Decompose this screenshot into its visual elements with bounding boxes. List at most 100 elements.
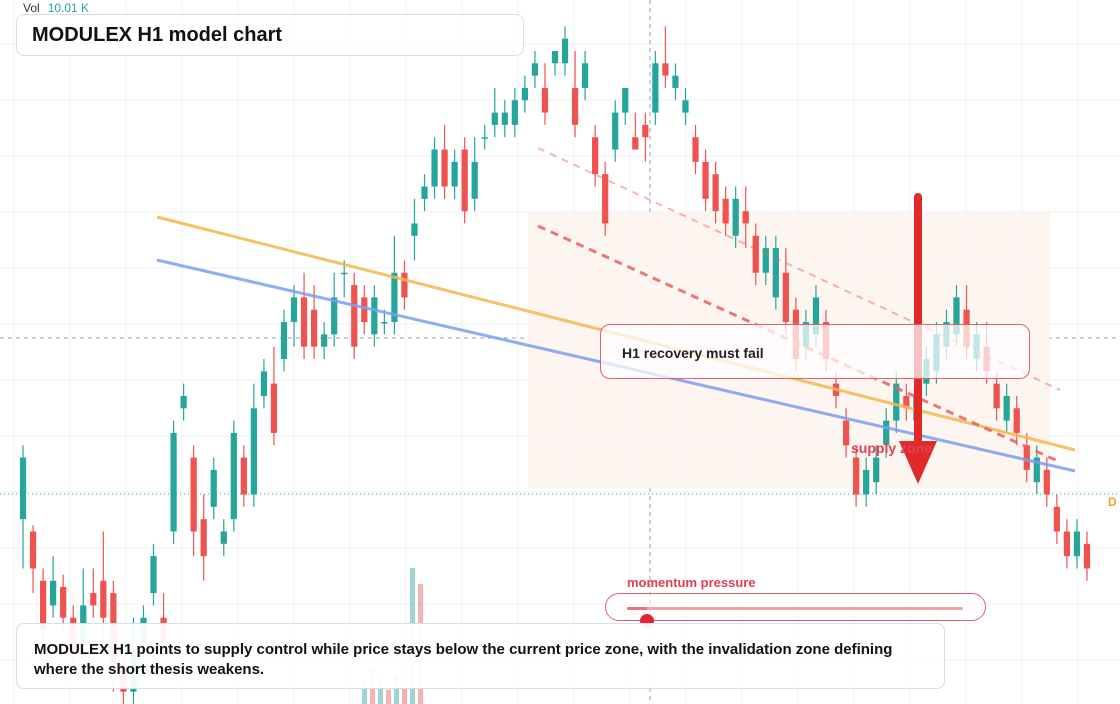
- candle-body: [331, 297, 338, 335]
- candle-body: [722, 198, 729, 224]
- candle-body: [200, 519, 207, 557]
- candle-body: [220, 531, 227, 544]
- candle-body: [612, 112, 619, 150]
- candle-body: [592, 137, 599, 175]
- candle-body: [1043, 469, 1050, 495]
- candle-body: [19, 457, 27, 520]
- candle-body: [180, 395, 187, 409]
- candle-body: [692, 137, 699, 162]
- candle-body: [782, 272, 789, 323]
- candle-body: [310, 309, 318, 347]
- candle-body: [953, 297, 960, 335]
- recovery-callout: H1 recovery must fail: [600, 324, 1030, 379]
- candle-body: [190, 457, 197, 532]
- candle-body: [541, 87, 549, 113]
- candle-body: [652, 63, 659, 113]
- down-arrow-marker: [899, 193, 937, 484]
- candle-body: [571, 87, 579, 125]
- candle-body: [632, 137, 639, 150]
- candle-body: [270, 383, 278, 433]
- candle-body: [471, 161, 478, 199]
- candle-body: [210, 469, 217, 507]
- candle-body: [170, 432, 177, 532]
- candle-body: [521, 87, 528, 101]
- candle-body: [341, 272, 348, 275]
- momentum-slider: [605, 593, 986, 628]
- candle-body: [993, 383, 1000, 409]
- candle-body: [842, 420, 850, 446]
- candle-body: [742, 211, 749, 224]
- candle-body: [411, 223, 418, 236]
- candle-body: [150, 556, 157, 594]
- momentum-track: [627, 607, 963, 628]
- candle-body: [441, 149, 448, 187]
- candle-body: [280, 322, 288, 359]
- candle-body: [300, 297, 308, 347]
- candle-body: [682, 100, 689, 113]
- candle-body: [1073, 531, 1081, 557]
- volume-bar: [402, 686, 407, 704]
- candle-body: [371, 297, 378, 335]
- candle-body: [39, 580, 47, 631]
- candle-body: [100, 580, 107, 618]
- candle-body: [1063, 531, 1071, 557]
- candle-body: [361, 297, 368, 323]
- candle-body: [491, 112, 498, 125]
- volume-label: Vol: [23, 1, 40, 15]
- recovery-callout-text: H1 recovery must fail: [622, 345, 764, 361]
- candle-body: [752, 235, 759, 273]
- summary-text: MODULEX H1 points to supply control whil…: [34, 641, 893, 678]
- candle-body: [230, 432, 237, 520]
- candle-body: [622, 87, 629, 113]
- candle-body: [250, 408, 257, 495]
- candle-body: [461, 149, 468, 212]
- candle-body: [1013, 408, 1020, 433]
- candle-body: [1003, 395, 1010, 421]
- candle-body: [1053, 506, 1060, 532]
- candle-body: [90, 593, 97, 606]
- candle-body: [863, 469, 870, 495]
- candle-body: [873, 457, 880, 483]
- candle-body: [712, 174, 719, 212]
- candle-body: [582, 63, 589, 88]
- candle-body: [401, 272, 408, 298]
- candle-body: [1033, 457, 1040, 483]
- candle-body: [60, 586, 67, 618]
- candle-body: [381, 322, 388, 324]
- candle-body: [351, 285, 358, 347]
- candle-body: [883, 420, 890, 446]
- volume-value: 10.01 K: [47, 1, 90, 15]
- candle-body: [29, 531, 37, 569]
- candle-body: [501, 112, 508, 125]
- candle-body: [672, 75, 679, 88]
- candle-body: [290, 297, 298, 323]
- momentum-fill: [627, 607, 648, 610]
- candle-body: [903, 395, 910, 409]
- candle-body: [762, 248, 769, 273]
- volume-readout: Vol 10.01 K: [23, 1, 89, 15]
- chart-title: MODULEX H1 model chart: [32, 24, 283, 46]
- volume-bar: [378, 678, 383, 704]
- candle-body: [321, 334, 328, 347]
- candle-body: [702, 161, 709, 199]
- candle-body: [1083, 543, 1091, 569]
- candle-body: [511, 100, 518, 125]
- candle-body: [561, 38, 569, 64]
- candle-body: [481, 137, 488, 139]
- volume-bar: [362, 681, 367, 704]
- candle-body: [642, 124, 649, 138]
- chart-title-box: MODULEX H1 model chart: [16, 14, 524, 56]
- volume-bar: [394, 675, 399, 704]
- candle-body: [391, 272, 398, 323]
- candle-body: [1023, 445, 1030, 470]
- candle-body: [240, 457, 247, 495]
- candle-body: [602, 174, 609, 224]
- summary-box: MODULEX H1 points to supply control whil…: [16, 623, 945, 689]
- arrow-head: [899, 441, 937, 484]
- candle-body: [50, 580, 57, 606]
- candle-body: [893, 383, 900, 421]
- candle-body: [732, 198, 739, 236]
- candle-body: [431, 149, 438, 187]
- channel-upper: [537, 147, 1061, 391]
- candle-body: [421, 186, 428, 199]
